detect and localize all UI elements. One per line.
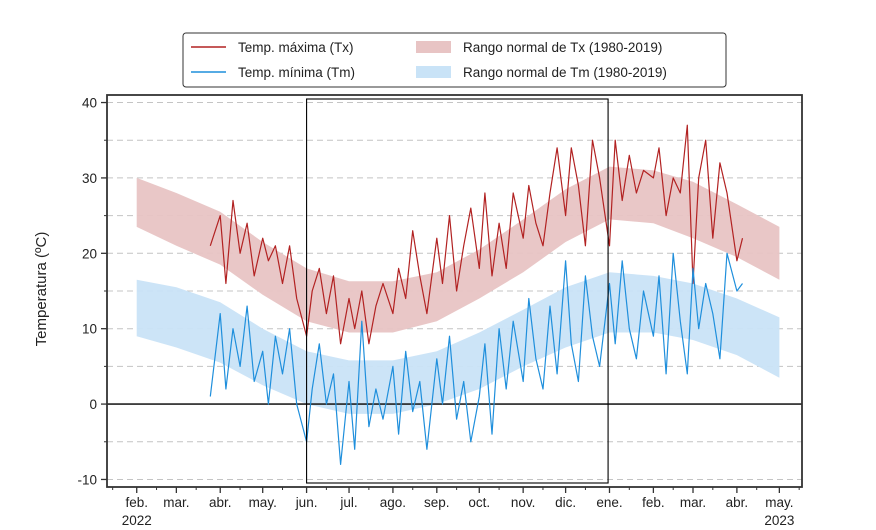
y-tick-label: 30 [82, 171, 97, 186]
x-tick-label: jul. [339, 495, 357, 510]
legend-label: Temp. máxima (Tx) [238, 40, 354, 55]
series-tx-line [209, 124, 744, 345]
x-tick-label: dic. [555, 495, 576, 510]
y-axis-title: Temperatura (ºC) [33, 232, 50, 347]
legend-swatch-normal-tm [416, 66, 451, 78]
legend-label: Temp. mínima (Tm) [238, 65, 355, 80]
x-tick-label: abr. [726, 495, 749, 510]
plot-area [107, 98, 802, 484]
y-tick-label: -10 [77, 472, 97, 487]
x-tick-label: ago. [380, 495, 406, 510]
x-tick-label: feb. [642, 495, 665, 510]
legend: Temp. máxima (Tx) Rango normal de Tx (198… [182, 32, 727, 88]
x-tick-label: oct. [468, 495, 490, 510]
x-tick-label: mar. [163, 495, 189, 510]
x-tick-label: jun. [295, 495, 318, 510]
x-tick-label: mar. [680, 495, 706, 510]
y-tick-label: 0 [89, 397, 97, 412]
x-tick-label: may. [765, 495, 793, 510]
legend-label: Rango normal de Tm (1980-2019) [463, 65, 667, 80]
x-tick-label: may. [249, 495, 277, 510]
y-tick-label: 10 [82, 322, 97, 337]
x-year-label: 2023 [764, 513, 794, 528]
legend-box [182, 32, 727, 88]
legend-swatch-normal-tx [416, 41, 451, 53]
highlight-period-box [306, 98, 609, 484]
axes: -10 0 10 20 30 40 feb. mar. abr. may. jun. jul. ago.… [77, 94, 803, 528]
x-tick-label: feb. [125, 495, 148, 510]
y-tick-label: 40 [82, 96, 97, 111]
band-normal-tx [136, 166, 780, 333]
legend-label: Rango normal de Tx (1980-2019) [463, 40, 662, 55]
x-tick-label: nov. [511, 495, 536, 510]
x-tick-label: ene. [596, 495, 622, 510]
y-tick-label: 20 [82, 246, 97, 261]
series-tm-line [209, 252, 743, 465]
x-tick-label: sep. [424, 495, 450, 510]
x-year-label: 2022 [122, 513, 152, 528]
x-tick-label: abr. [209, 495, 232, 510]
